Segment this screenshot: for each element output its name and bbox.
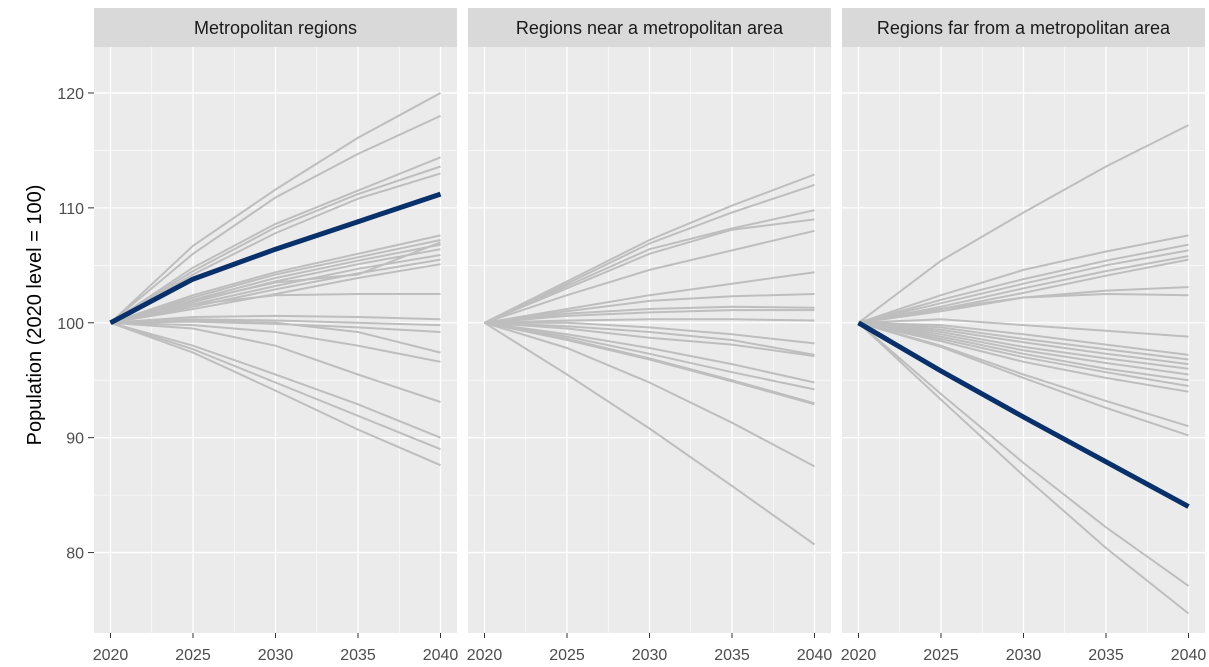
series-line [858,234,1189,324]
series-line [484,321,815,356]
x-tick-label: 2025 [549,647,585,664]
series-line [858,321,1189,387]
x-tick-label: 2035 [1088,647,1124,664]
series-line [858,243,1189,324]
panel-3: Regions far from a metropolitan area 2020… [841,8,1207,664]
y-tick-label: 80 [66,546,84,563]
panel-strip [468,8,831,47]
series-line [110,321,441,451]
series-line [110,314,441,324]
y-axis-title: Population (2020 level = 100) [24,185,46,446]
x-tick-label: 2020 [93,647,129,664]
panel-strip [842,8,1205,47]
series-line [484,293,815,324]
y-tick-label: 90 [66,431,84,448]
x-tick-label: 2035 [340,647,376,664]
highlight-series-line [857,320,1190,509]
y-tick-label: 100 [57,316,84,333]
series-line [858,321,1189,376]
series-line [858,249,1189,324]
series-line [110,239,441,324]
series-line [484,321,815,468]
series-line [484,318,815,324]
series-line [110,321,441,363]
series-line [109,165,441,324]
series-line [484,321,815,391]
x-tick-label: 2020 [467,647,503,664]
series-line [484,321,815,358]
panel-title: Regions near a metropolitan area [516,18,784,38]
y-tick-label: 120 [57,86,84,103]
series-line [109,172,441,324]
series-line [858,318,1189,338]
x-tick-label: 2025 [923,647,959,664]
series-line [110,293,441,324]
series-line [109,156,441,324]
series-line [484,305,815,324]
series-line [110,321,441,467]
series-line [484,173,815,324]
series-line [858,321,1189,437]
series-line [110,258,441,324]
x-tick-label: 2030 [632,647,668,664]
series-line [858,255,1189,324]
series-line [484,218,815,324]
series-line [110,321,441,439]
highlight-series-line [109,191,442,326]
series-line [110,321,441,403]
x-tick-label: 2030 [258,647,294,664]
series-line [858,321,1189,393]
series-line [484,229,815,324]
series-line [109,114,441,324]
series-line [858,292,1189,324]
x-tick-label: 2040 [1171,647,1207,664]
series-line [484,321,815,345]
series-line [110,234,441,324]
series-line [857,322,1190,615]
series-line [483,321,816,546]
panel-title: Regions far from a metropolitan area [877,18,1171,38]
series-line [109,92,441,324]
panel-strip [94,8,457,47]
series-line [110,263,441,324]
series-line [110,319,441,354]
series-line [484,183,815,324]
panel-title: Metropolitan regions [194,18,357,38]
series-line [858,321,1189,370]
series-line [857,124,1189,324]
series-line [484,309,815,324]
x-tick-label: 2030 [1006,647,1042,664]
series-line [484,321,815,406]
series-line [858,321,1189,356]
x-tick-label: 2025 [175,647,211,664]
series-line [857,322,1190,587]
panel-1: Metropolitan regions 2020 2025 2030 2035 2040 [93,8,459,664]
x-tick-label: 2040 [797,647,833,664]
y-tick-label: 110 [58,201,84,218]
x-tick-label: 2020 [841,647,877,664]
series-line [858,321,1189,366]
x-tick-label: 2040 [423,647,459,664]
series-line [858,321,1189,382]
panel-2: Regions near a metropolitan area 2020 2025… [467,8,833,664]
x-tick-label: 2035 [714,647,750,664]
series-line [484,271,815,324]
series-line [858,321,1189,361]
series-line [484,209,815,324]
series-line [484,321,815,384]
series-line [110,241,441,324]
